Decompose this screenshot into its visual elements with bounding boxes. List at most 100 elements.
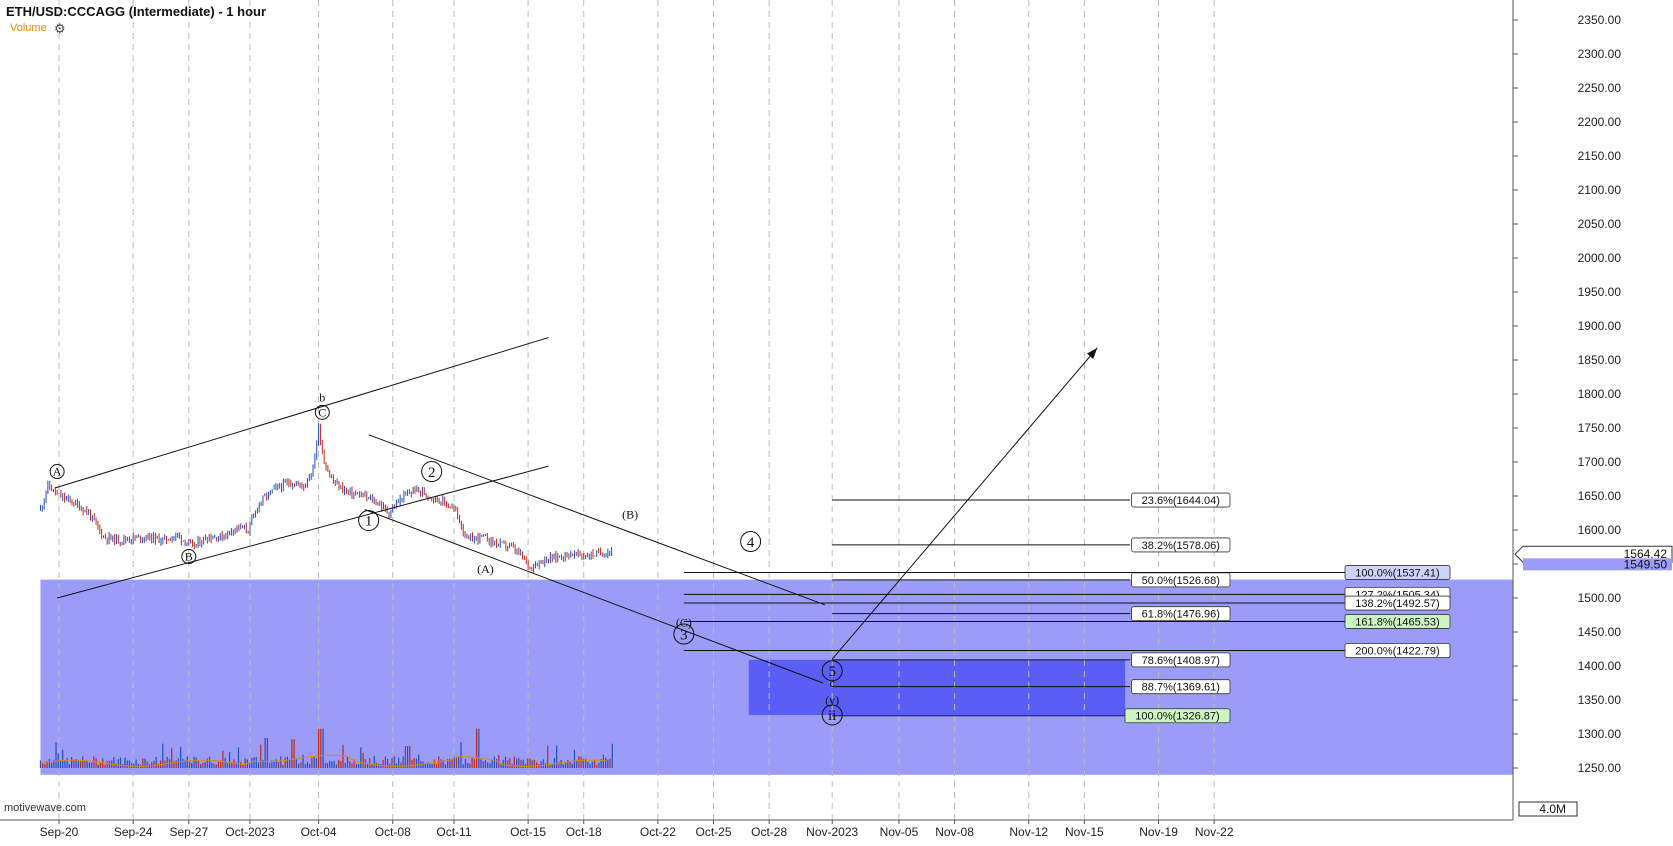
fib-label: 61.8%(1476.96) [1142,609,1220,621]
wave-label[interactable]: B [181,549,197,565]
wave-label-circle [358,509,380,531]
time-tick-label: Oct-25 [696,825,732,839]
price-tick-label: 1750.00 [1578,421,1622,435]
chart-title: ETH/USD:CCCAGG (Intermediate) - 1 hour [6,4,267,19]
price-tick-label: 1800.00 [1578,387,1622,401]
wave-label-circle [821,704,843,726]
fib-extension-level[interactable]: 200.0%(1422.79) [1344,643,1451,658]
wave-label-text: (C) [676,616,692,630]
wave-label-text: C [318,406,326,420]
fib-label-box [1344,595,1451,611]
time-tick-label: Oct-11 [436,825,471,839]
wave-label[interactable]: 2 [421,461,443,483]
fib-label-box [1124,708,1231,724]
wave-label-text: b [319,391,325,405]
wave-label[interactable]: c [830,676,835,690]
volume-max-label: 4.0M [1539,802,1566,816]
time-tick-label: Nov-19 [1139,825,1178,839]
fib-retracement-level[interactable]: 38.2%(1578.06) [1131,537,1231,553]
price-tick-label: 1900.00 [1578,319,1622,333]
fibonacci-levels: 23.6%(1644.04) 38.2%(1578.06) 50.0%(1526.6… [683,492,1451,724]
fib-extension-level[interactable]: 161.8%(1465.53) [1344,614,1451,629]
wave-label-text: 3 [680,627,688,643]
fib-label-box [1131,679,1231,695]
upper-channel-line[interactable] [55,337,549,489]
fib-extension-level[interactable]: 100.0%(1537.41) [1344,565,1451,580]
fib-label-box [1344,643,1451,658]
price-tick-label: 1350.00 [1578,693,1622,707]
time-tick-label: Oct-08 [375,825,411,839]
volume-max-box [1518,801,1578,817]
current-price-box [1514,545,1673,563]
fib-label: 138.2%(1492.57) [1355,598,1439,610]
volume-bars [39,728,613,768]
lower-channel-line[interactable] [57,465,549,599]
volume-moving-average [40,754,607,767]
time-tick-label: Sep-20 [40,825,79,839]
wave-label[interactable]: 3 [673,623,695,645]
wave-label-circle [673,623,695,645]
wave-label[interactable]: 1 [358,509,380,531]
wave-labels: AbC B 1 2 (A) (B) 4 (C)3 5c (y)ii [49,391,843,726]
fib-retracement-level[interactable]: 61.8%(1476.96) [1131,606,1231,622]
time-tick-label: Nov-22 [1195,825,1234,839]
price-tick-label: 1700.00 [1578,455,1622,469]
wave-label[interactable]: b [319,391,325,405]
price-tick-label: 1600.00 [1578,523,1622,537]
price-tick-label: 1400.00 [1578,659,1622,673]
wave-label-text: 2 [428,465,436,481]
wave-label-circle [740,531,762,553]
volume-indicator-label[interactable]: Volume [10,22,47,34]
current-price-label: 1564.42 [1624,547,1668,561]
wave-label[interactable]: (B) [622,508,638,522]
wave-label-text: 5 [828,664,836,680]
fib-label-box [1131,606,1231,622]
descending-lower-line[interactable] [364,509,824,684]
descending-upper-line[interactable] [368,434,825,606]
fib-label: 100.0%(1326.87) [1135,711,1219,723]
time-axis: Sep-20 Sep-24 Sep-27 Oct-2023 Oct-04 Oct-08 Oc… [0,819,1513,839]
wave-label-text: 4 [747,535,755,551]
fib-label: 200.0%(1422.79) [1355,646,1439,658]
gear-icon[interactable]: ⚙ [54,21,66,36]
volume-max-marker: 4.0M [1518,801,1578,817]
fib-label-box [1344,614,1451,629]
price-tick-label: 2050.00 [1578,217,1622,231]
fib-label: 88.7%(1369.61) [1142,682,1220,694]
fib-extension-level[interactable]: 138.2%(1492.57) [1344,595,1451,611]
fib-retracement-level[interactable]: 78.6%(1408.97) [1131,652,1231,668]
time-tick-label: Oct-28 [751,825,787,839]
wave-label[interactable]: C [314,404,330,420]
price-tick-label: 1500.00 [1578,591,1622,605]
time-tick-label: Nov-2023 [806,825,858,839]
time-tick-label: Oct-2023 [225,825,275,839]
secondary-price-marker: 1549.50 [1523,557,1672,571]
wave-label[interactable]: (A) [477,562,494,576]
wave-label[interactable]: (C) [676,616,692,630]
wave-label-text: ii [828,708,836,724]
wave-label[interactable]: (y) [825,693,839,707]
current-price-marker: 1564.42 [1514,545,1673,563]
time-tick-label: Oct-18 [566,825,602,839]
fib-retracement-level[interactable]: 88.7%(1369.61) [1131,679,1231,695]
price-axis: 2350.00 2300.00 2250.00 2200.00 2150.00 2100.… [1512,0,1673,841]
wave-label-text: (A) [477,562,494,576]
wave-label[interactable]: ii [821,704,843,726]
fib-label-box [1131,492,1231,508]
fib-retracement-level[interactable]: 23.6%(1644.04) [1131,492,1231,508]
fib-retracement-level[interactable]: 100.0%(1326.87) [1124,708,1231,724]
dark-target-zone [748,659,1126,715]
fib-label: 78.6%(1408.97) [1142,655,1220,667]
wave-label[interactable]: 5 [821,660,843,682]
projection-arrow[interactable] [831,347,1098,660]
fib-label: 161.8%(1465.53) [1355,616,1439,628]
price-tick-label: 1300.00 [1578,727,1622,741]
wave-label[interactable]: A [49,464,65,480]
time-tick-label: Nov-08 [935,825,974,839]
fib-label-box [1131,537,1231,553]
price-tick-label: 1850.00 [1578,353,1622,367]
fib-retracement-level[interactable]: 50.0%(1526.68) [1131,572,1231,588]
wave-label[interactable]: 4 [740,531,762,553]
